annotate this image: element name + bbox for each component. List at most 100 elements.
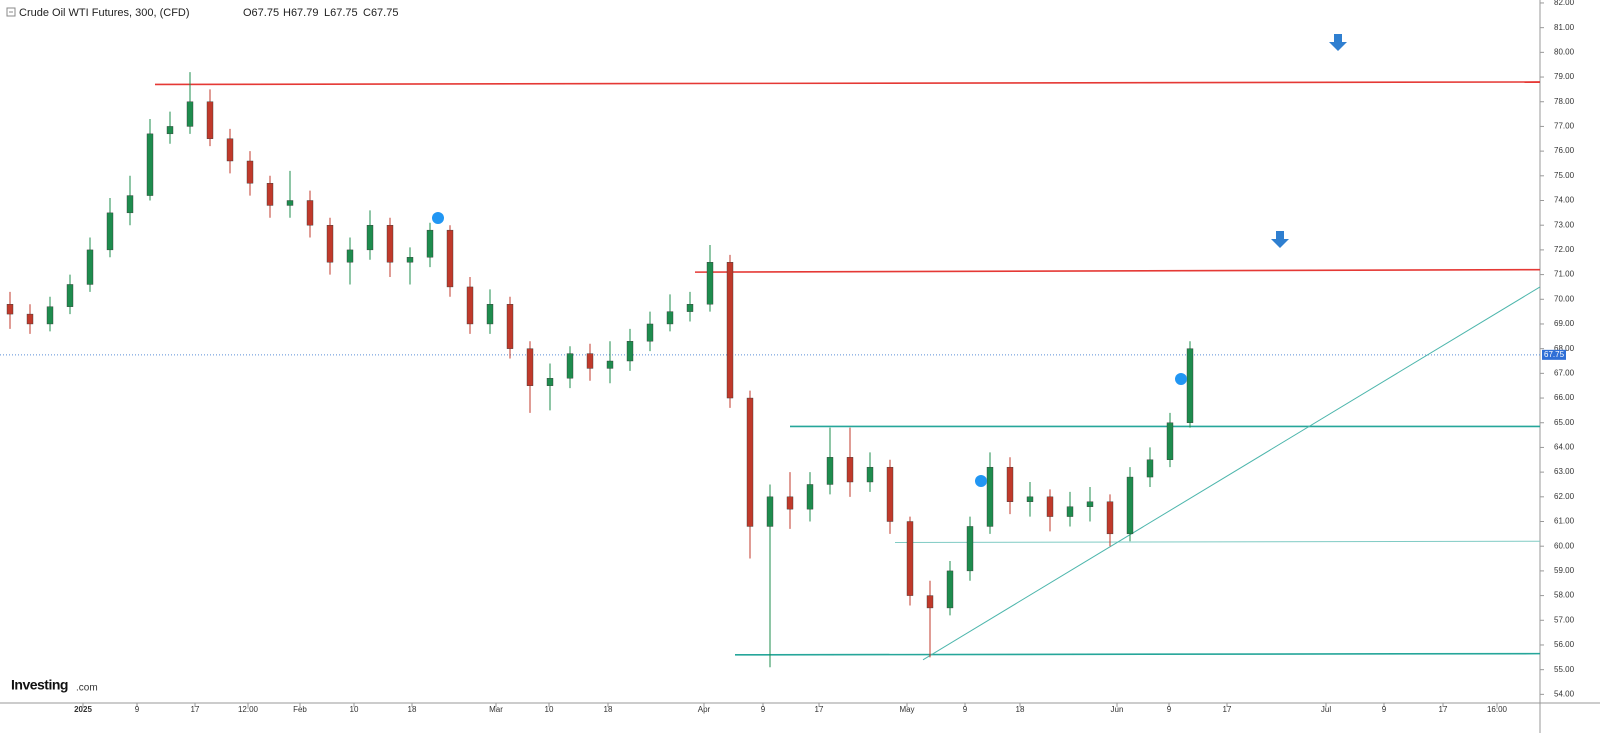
- y-tick-label: 71.00: [1554, 270, 1575, 279]
- candle-body: [1126, 476, 1134, 535]
- collapse-icon[interactable]: [6, 7, 16, 17]
- y-tick-label: 73.00: [1554, 220, 1575, 229]
- trend-line: [734, 652, 1541, 656]
- ohlc-close: C67.75: [363, 7, 398, 19]
- candle-body: [726, 262, 734, 399]
- y-tick-label: 74.00: [1554, 196, 1575, 205]
- last-price-label: 67.75: [1544, 350, 1565, 359]
- x-tick-label: 17: [191, 705, 200, 714]
- x-tick-label: Jun: [1111, 705, 1124, 714]
- x-tick-label: 9: [1167, 705, 1172, 714]
- y-tick-label: 75.00: [1554, 171, 1575, 180]
- x-tick-label: 18: [1016, 705, 1025, 714]
- p-marker[interactable]: [975, 475, 987, 487]
- candle-body: [66, 284, 74, 307]
- candle-body: [446, 229, 454, 288]
- candle-body: [246, 160, 254, 184]
- candle-body: [266, 183, 274, 206]
- y-tick-label: 76.00: [1554, 146, 1575, 155]
- ohlc-open: O67.75: [243, 7, 279, 19]
- x-tick-label: 18: [408, 705, 417, 714]
- candle-body: [706, 262, 714, 305]
- y-tick-label: 58.00: [1554, 591, 1575, 600]
- y-tick-label: 54.00: [1554, 689, 1575, 698]
- p-marker[interactable]: [432, 212, 444, 224]
- x-tick-label: 10: [545, 705, 554, 714]
- candle-body: [206, 101, 214, 139]
- y-tick-label: 62.00: [1554, 492, 1575, 501]
- candle-body: [306, 200, 314, 226]
- candle-body: [226, 138, 234, 162]
- logo-suffix: .com: [76, 683, 98, 694]
- trend-line: [894, 540, 1541, 543]
- x-tick-label: 9: [761, 705, 766, 714]
- candle-body: [646, 323, 654, 342]
- candle-body: [506, 304, 514, 349]
- candle-body: [1186, 348, 1194, 423]
- candle-body: [846, 457, 854, 483]
- candle-body: [666, 311, 674, 325]
- x-tick-label: 18: [604, 705, 613, 714]
- candle-body: [866, 466, 874, 483]
- x-tick-label: Jul: [1321, 705, 1331, 714]
- y-tick-label: 55.00: [1554, 665, 1575, 674]
- y-tick-label: 57.00: [1554, 615, 1575, 624]
- y-tick-label: 67.00: [1554, 368, 1575, 377]
- trend-line: [154, 81, 1541, 86]
- candle-body: [6, 304, 14, 315]
- y-tick-label: 80.00: [1554, 47, 1575, 56]
- x-tick-label: 17: [815, 705, 824, 714]
- x-tick-label: 16:00: [1487, 705, 1508, 714]
- candle-body: [46, 306, 54, 325]
- candle-body: [766, 496, 774, 527]
- y-tick-label: 69.00: [1554, 319, 1575, 328]
- candle-body: [526, 348, 534, 386]
- last-price-tag: [1542, 349, 1566, 360]
- candle-body: [1006, 466, 1014, 502]
- x-tick-label: Apr: [698, 705, 711, 714]
- candle-body: [926, 595, 934, 609]
- candle-body: [146, 133, 154, 196]
- p-marker[interactable]: [1175, 373, 1187, 385]
- x-tick-label: 17: [1439, 705, 1448, 714]
- candle-body: [746, 397, 754, 527]
- plot-area: [0, 72, 1541, 668]
- down-arrow: [1271, 231, 1289, 248]
- y-tick-label: 56.00: [1554, 640, 1575, 649]
- candle-body: [566, 353, 574, 379]
- candle-body: [426, 229, 434, 258]
- candle-body: [1166, 422, 1174, 460]
- ohlc-low: L67.75: [324, 7, 358, 19]
- x-tick-label: Feb: [293, 705, 307, 714]
- candle-body: [366, 224, 374, 251]
- candle-body: [786, 496, 794, 510]
- candle-body: [106, 212, 114, 251]
- y-tick-label: 63.00: [1554, 467, 1575, 476]
- candle-body: [386, 224, 394, 263]
- x-tick-label: 10: [350, 705, 359, 714]
- y-tick-label: 81.00: [1554, 23, 1575, 32]
- candle-body: [286, 200, 294, 206]
- candle-body: [126, 195, 134, 214]
- x-tick-label: Mar: [489, 705, 503, 714]
- markers: [432, 34, 1347, 487]
- candle-body: [606, 360, 614, 369]
- x-tick-label: 9: [963, 705, 968, 714]
- candle-body: [186, 101, 194, 127]
- y-tick-label: 78.00: [1554, 97, 1575, 106]
- chart-title: Crude Oil WTI Futures, 300, (CFD): [19, 7, 190, 19]
- candle-body: [466, 286, 474, 325]
- candle-body: [826, 457, 834, 485]
- candle-body: [1046, 496, 1054, 517]
- down-arrow: [1329, 34, 1347, 51]
- candle-body: [806, 484, 814, 510]
- y-tick-label: 61.00: [1554, 517, 1575, 526]
- candle-body: [986, 466, 994, 527]
- y-tick-label: 77.00: [1554, 122, 1575, 131]
- candle-body: [1026, 496, 1034, 502]
- y-tick-label: 68.00: [1554, 344, 1575, 353]
- candle-body: [546, 378, 554, 386]
- x-tick-label: 2025: [74, 705, 92, 714]
